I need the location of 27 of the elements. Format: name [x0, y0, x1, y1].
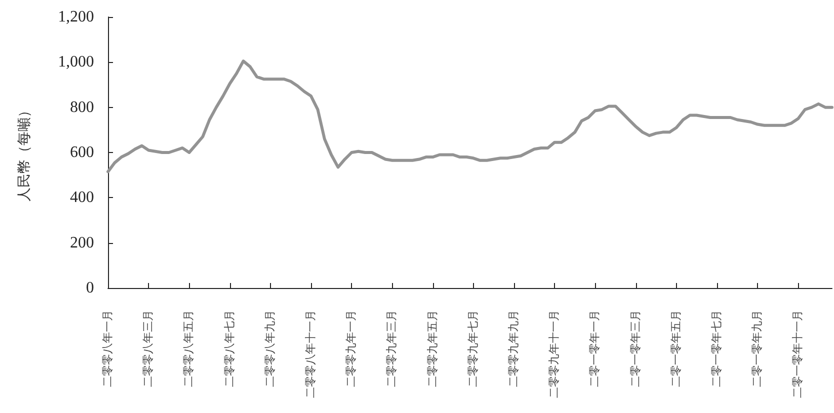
x-tick-label: 二零零八年三月	[142, 310, 155, 387]
x-tick-label: 二零零九年五月	[426, 310, 439, 387]
x-tick-label: 二零零九年三月	[385, 310, 398, 387]
x-tick-label: 二零一零年五月	[670, 310, 682, 387]
x-tick-label: 二零零八年七月	[222, 310, 236, 387]
x-tick-label: 二零零九年一月	[344, 310, 358, 387]
x-tick-label: 二零零八年十一月	[304, 310, 317, 398]
x-tick-label: 二零一零年九月	[750, 310, 764, 387]
y-tick-label: 800	[70, 98, 94, 116]
y-tick-label: 600	[70, 144, 94, 161]
y-tick-label: 200	[70, 234, 94, 252]
x-tick-label: 二零一零年十一月	[791, 310, 804, 398]
x-tick-label: 二零零九年七月	[466, 310, 480, 387]
x-tick-label: 二零零九年九月	[506, 310, 520, 387]
x-tick-label: 二零一零年一月	[589, 310, 602, 387]
x-tick-label: 二零零八年五月	[183, 310, 196, 387]
y-axis-title: 人民幣（每噸）	[16, 104, 32, 202]
y-tick-label: 400	[70, 189, 94, 206]
line-series	[106, 60, 834, 174]
x-tick-label: 二零零八年九月	[263, 310, 276, 387]
y-tick-label: 1,200	[58, 8, 94, 26]
x-tick-label: 二零零八年一月	[102, 310, 114, 387]
x-tick-label: 二零零九年十一月	[548, 310, 561, 398]
x-tick-label: 二零一零年三月	[630, 310, 642, 387]
x-tick-label: 二零一零年七月	[710, 310, 723, 387]
y-tick-label: 1,000	[58, 54, 94, 71]
y-tick-label: 0	[86, 280, 94, 296]
